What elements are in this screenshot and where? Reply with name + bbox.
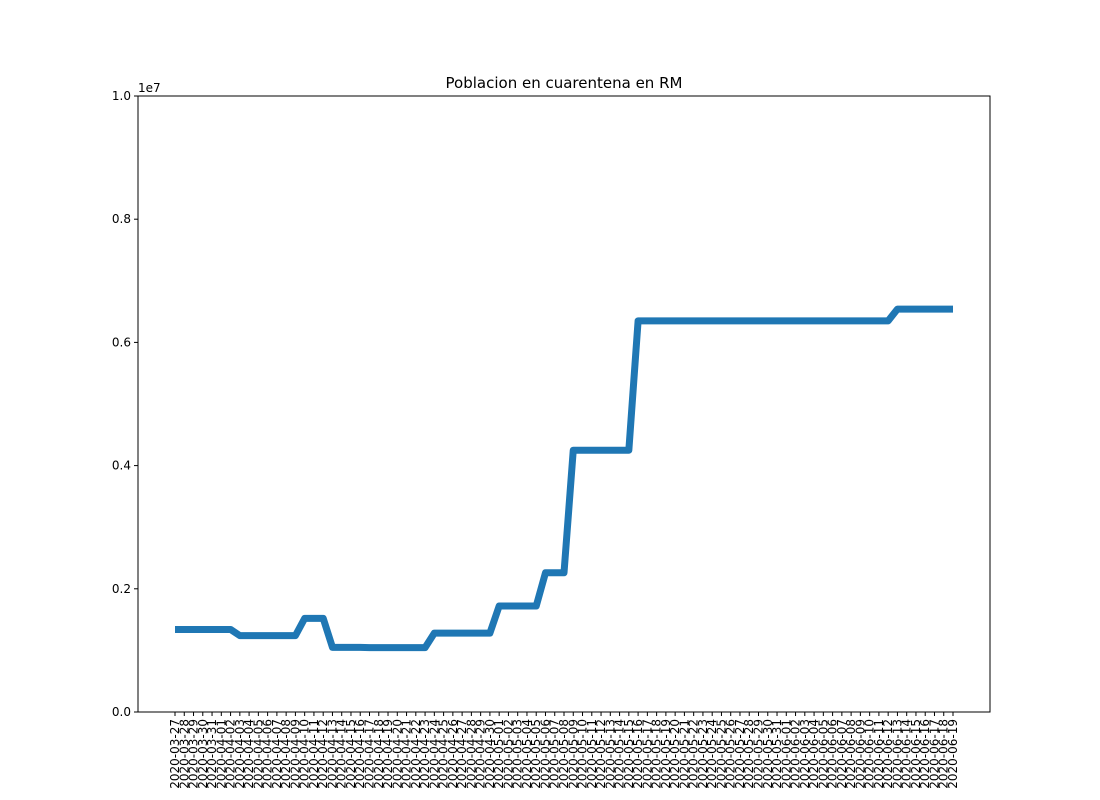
x-tick-label: 2020-04-19 bbox=[381, 719, 395, 789]
x-tick-label: 2020-06-09 bbox=[853, 719, 867, 789]
y-tick-label: 0.2 bbox=[112, 582, 131, 596]
series-group bbox=[175, 305, 953, 652]
x-tick-label: 2020-05-24 bbox=[705, 719, 719, 789]
x-tick-label: 2020-04-07 bbox=[270, 719, 284, 789]
x-tick-label: 2020-04-30 bbox=[483, 719, 497, 789]
x-tick-label: 2020-03-31 bbox=[205, 719, 219, 789]
x-tick-label: 2020-04-14 bbox=[335, 719, 349, 789]
x-tick-label: 2020-05-27 bbox=[733, 719, 747, 789]
series-line bbox=[175, 305, 953, 652]
x-tick-label: 2020-04-01 bbox=[214, 719, 228, 789]
y-tick-label: 0.8 bbox=[112, 212, 131, 226]
x-tick-label: 2020-06-18 bbox=[937, 719, 951, 789]
x-tick-label: 2020-05-04 bbox=[520, 719, 534, 789]
x-tick-label: 2020-06-12 bbox=[881, 719, 895, 789]
x-tick-label: 2020-06-15 bbox=[909, 719, 923, 789]
y-tick-label: 0.4 bbox=[112, 459, 131, 473]
x-tick-label: 2020-05-14 bbox=[613, 719, 627, 789]
x-tick-label: 2020-03-29 bbox=[187, 719, 201, 789]
x-tick-label: 2020-05-18 bbox=[650, 719, 664, 789]
x-tick-label: 2020-05-13 bbox=[603, 719, 617, 789]
x-tick-label: 2020-04-28 bbox=[464, 719, 478, 789]
x-tick-label: 2020-05-16 bbox=[631, 719, 645, 789]
y-offset-text: 1e7 bbox=[138, 81, 161, 95]
x-tick-label: 2020-05-09 bbox=[566, 719, 580, 789]
y-tick-label: 0.6 bbox=[112, 335, 131, 349]
x-tick-label: 2020-04-21 bbox=[400, 719, 414, 789]
x-tick-label: 2020-03-27 bbox=[168, 719, 182, 789]
x-tick-label: 2020-06-17 bbox=[927, 719, 941, 789]
y-axis-ticks: 0.0 0.2 0.4 0.6 0.8 1.0 bbox=[112, 89, 138, 719]
x-tick-label: 2020-04-17 bbox=[363, 719, 377, 789]
x-tick-label: 2020-05-10 bbox=[576, 719, 590, 789]
x-tick-label: 2020-04-25 bbox=[437, 719, 451, 789]
x-tick-label: 2020-05-25 bbox=[714, 719, 728, 789]
x-tick-label: 2020-06-10 bbox=[863, 719, 877, 789]
x-tick-label: 2020-06-01 bbox=[779, 719, 793, 789]
x-tick-label: 2020-06-16 bbox=[918, 719, 932, 789]
x-tick-label: 2020-03-30 bbox=[196, 719, 210, 789]
x-tick-label: 2020-04-09 bbox=[288, 719, 302, 789]
x-tick-label: 2020-05-12 bbox=[594, 719, 608, 789]
x-tick-label: 2020-06-05 bbox=[816, 719, 830, 789]
x-tick-label: 2020-05-26 bbox=[724, 719, 738, 789]
x-tick-label: 2020-05-06 bbox=[538, 719, 552, 789]
x-tick-label: 2020-06-14 bbox=[900, 719, 914, 789]
x-tick-label: 2020-04-22 bbox=[409, 719, 423, 789]
x-tick-label: 2020-04-06 bbox=[261, 719, 275, 789]
x-tick-label: 2020-05-19 bbox=[659, 719, 673, 789]
x-tick-label: 2020-04-05 bbox=[251, 719, 265, 789]
x-tick-label: 2020-04-16 bbox=[353, 719, 367, 789]
x-tick-label: 2020-04-29 bbox=[474, 719, 488, 789]
x-tick-label: 2020-06-04 bbox=[807, 719, 821, 789]
y-tick-label: 1.0 bbox=[112, 89, 131, 103]
plot-area-frame bbox=[137, 95, 991, 713]
x-tick-label: 2020-05-22 bbox=[687, 719, 701, 789]
chart-title: Poblacion en cuarentena en RM bbox=[446, 74, 683, 92]
x-tick-label: 2020-06-06 bbox=[826, 719, 840, 789]
x-tick-label: 2020-06-02 bbox=[789, 719, 803, 789]
x-tick-label: 2020-04-26 bbox=[446, 719, 460, 789]
x-tick-label: 2020-04-20 bbox=[390, 719, 404, 789]
x-tick-label: 2020-04-23 bbox=[418, 719, 432, 789]
x-tick-label: 2020-05-20 bbox=[668, 719, 682, 789]
x-tick-label: 2020-06-08 bbox=[844, 719, 858, 789]
x-tick-label: 2020-05-21 bbox=[677, 719, 691, 789]
x-tick-label: 2020-04-10 bbox=[298, 719, 312, 789]
x-tick-label: 2020-05-02 bbox=[501, 719, 515, 789]
x-tick-label: 2020-05-17 bbox=[640, 719, 654, 789]
x-tick-label: 2020-04-27 bbox=[455, 719, 469, 789]
x-tick-label: 2020-04-15 bbox=[344, 719, 358, 789]
x-tick-label: 2020-04-24 bbox=[427, 719, 441, 789]
x-tick-label: 2020-06-13 bbox=[890, 719, 904, 789]
x-tick-label: 2020-04-18 bbox=[372, 719, 386, 789]
x-tick-label: 2020-04-13 bbox=[325, 719, 339, 789]
x-tick-label: 2020-06-11 bbox=[872, 719, 886, 789]
x-tick-label: 2020-05-31 bbox=[770, 719, 784, 789]
x-axis-ticks: 2020-03-272020-03-282020-03-292020-03-30… bbox=[168, 712, 960, 789]
x-tick-label: 2020-05-01 bbox=[492, 719, 506, 789]
x-tick-label: 2020-05-05 bbox=[529, 719, 543, 789]
x-tick-label: 2020-04-04 bbox=[242, 719, 256, 789]
x-tick-label: 2020-04-08 bbox=[279, 719, 293, 789]
x-tick-label: 2020-06-07 bbox=[835, 719, 849, 789]
x-tick-label: 2020-06-19 bbox=[946, 719, 960, 789]
x-tick-label: 2020-04-11 bbox=[307, 719, 321, 789]
x-tick-label: 2020-05-15 bbox=[622, 719, 636, 789]
x-tick-label: 2020-04-03 bbox=[233, 719, 247, 789]
x-tick-label: 2020-04-02 bbox=[224, 719, 238, 789]
x-tick-label: 2020-05-08 bbox=[557, 719, 571, 789]
x-tick-label: 2020-05-28 bbox=[742, 719, 756, 789]
x-tick-label: 2020-05-03 bbox=[511, 719, 525, 789]
x-tick-label: 2020-05-23 bbox=[696, 719, 710, 789]
x-tick-label: 2020-03-28 bbox=[177, 719, 191, 789]
x-tick-label: 2020-05-07 bbox=[548, 719, 562, 789]
x-tick-label: 2020-05-11 bbox=[585, 719, 599, 789]
x-tick-label: 2020-06-03 bbox=[798, 719, 812, 789]
x-tick-label: 2020-04-12 bbox=[316, 719, 330, 789]
y-tick-label: 0.0 bbox=[112, 705, 131, 719]
x-tick-label: 2020-05-29 bbox=[752, 719, 766, 789]
x-tick-label: 2020-05-30 bbox=[761, 719, 775, 789]
